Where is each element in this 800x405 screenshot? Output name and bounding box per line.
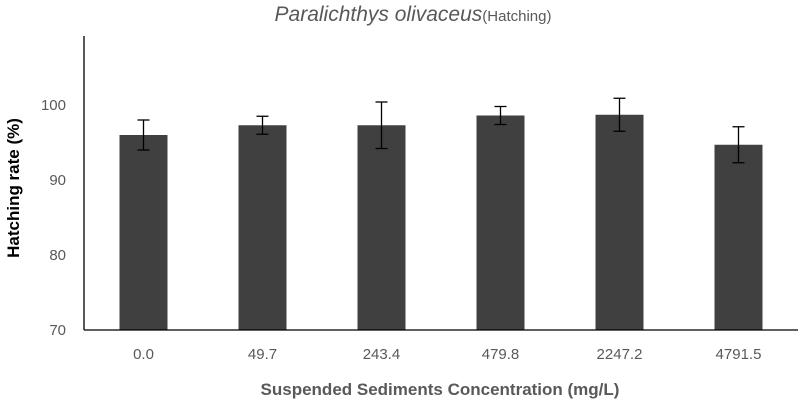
- bar-0.0: [119, 135, 168, 330]
- bar-4791.5: [714, 144, 763, 330]
- x-tick-label: 243.4: [363, 346, 401, 363]
- y-tick-label: 80: [49, 247, 66, 264]
- y-tick-label: 70: [49, 322, 66, 339]
- error-bar-0.0: [137, 119, 150, 151]
- bar-479.8: [476, 115, 525, 330]
- x-axis-label: Suspended Sediments Concentration (mg/L): [261, 380, 620, 399]
- y-tick-label: 100: [41, 97, 66, 114]
- x-tick-label: 49.7: [248, 346, 277, 363]
- x-tick-label: 4791.5: [716, 346, 762, 363]
- bar-243.4: [357, 125, 406, 330]
- error-bar-49.7: [256, 115, 269, 135]
- x-tick-labels: 0.0 49.7 243.4 479.8 2247.2 4791.5: [133, 346, 761, 363]
- x-tick-label: 2247.2: [597, 346, 643, 363]
- error-bar-479.8: [494, 105, 507, 126]
- error-bars-group: [137, 97, 745, 164]
- y-axis-label: Hatching rate (%): [4, 118, 23, 258]
- chart-title-suffix: (Hatching): [482, 8, 551, 25]
- y-tick-labels: 70 80 90 100: [41, 97, 66, 339]
- error-bar-4791.5: [732, 126, 745, 164]
- bar-49.7: [238, 125, 287, 330]
- y-tick-label: 90: [49, 172, 66, 189]
- error-bar-243.4: [375, 101, 388, 150]
- bars-group: [119, 114, 763, 330]
- chart-title: Paralichthys olivaceus(Hatching): [275, 3, 552, 26]
- chart-title-species: Paralichthys olivaceus: [275, 3, 483, 26]
- x-tick-label: 479.8: [482, 346, 520, 363]
- bar-2247.2: [595, 114, 644, 330]
- error-bar-2247.2: [613, 97, 626, 132]
- x-tick-label: 0.0: [133, 346, 154, 363]
